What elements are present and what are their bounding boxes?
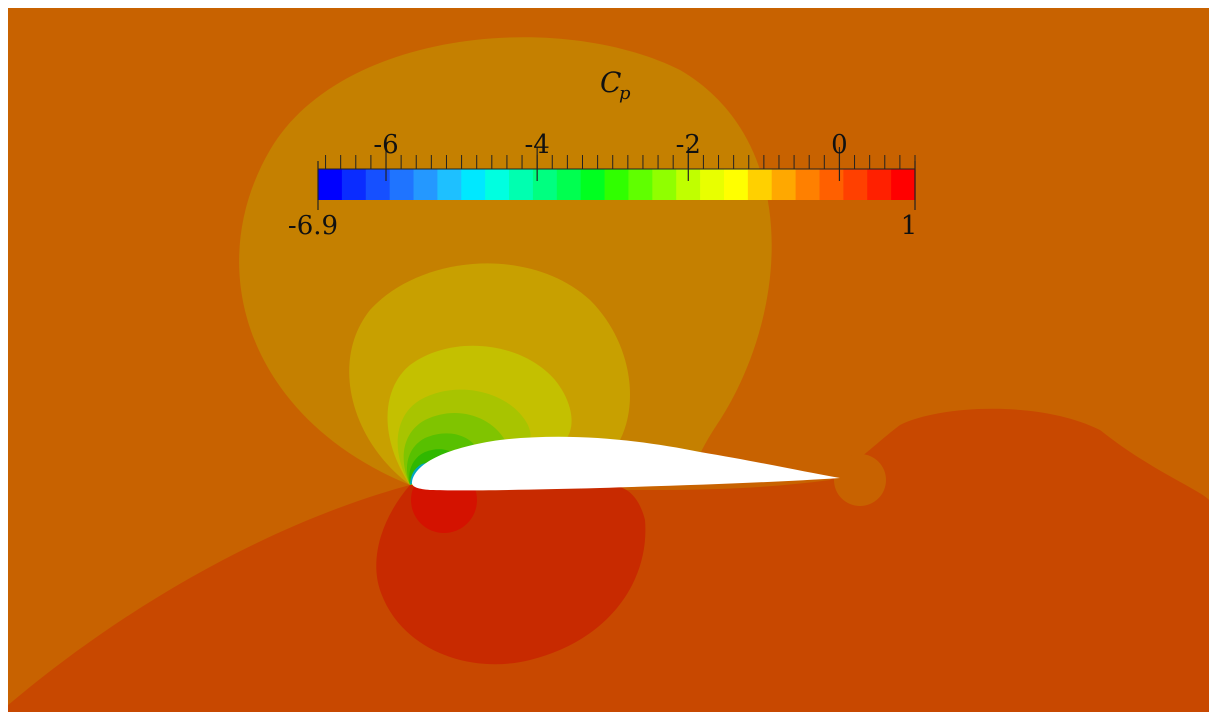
colorbar-tick-labels: -6 -4 -2 0 [373,130,847,160]
colorbar-swatch [795,169,821,200]
colorbar-title: C [600,66,621,99]
colorbar-swatches [318,169,916,200]
colorbar-swatch [843,169,868,200]
colorbar: C p -6 -4 -2 0 -6.9 1 [288,66,917,241]
colorbar-major-tick-label: -4 [524,130,549,160]
colorbar-major-tick-label: -2 [676,130,701,160]
colorbar-swatch [509,169,534,200]
airfoil [411,436,840,491]
colorbar-swatch [389,169,415,200]
colorbar-title-subscript: p [619,83,631,104]
colorbar-swatch [461,169,486,200]
colorbar-swatch [604,169,630,200]
colorbar-swatch [318,169,343,200]
colorbar-swatch [723,169,749,200]
colorbar-swatch [747,169,773,200]
colorbar-swatch [437,169,462,200]
colorbar-min-label: -6.9 [288,211,338,241]
colorbar-swatch [341,169,367,200]
colorbar-swatch [891,169,916,200]
colorbar-swatch [413,169,438,200]
colorbar-swatch [867,169,892,200]
colorbar-max-label: 1 [901,211,918,241]
colorbar-swatch [771,169,797,200]
trailing-edge-region [834,454,886,506]
colorbar-swatch [556,169,582,200]
colorbar-swatch [652,169,677,200]
colorbar-ticks [317,147,916,210]
colorbar-swatch [700,169,725,200]
colorbar-major-tick-label: -6 [373,130,398,160]
colorbar-major-tick-label: 0 [831,130,848,160]
colorbar-swatch [628,169,653,200]
colorbar-swatch [819,169,844,200]
colorbar-swatch [485,169,510,200]
colorbar-swatch [580,169,606,200]
